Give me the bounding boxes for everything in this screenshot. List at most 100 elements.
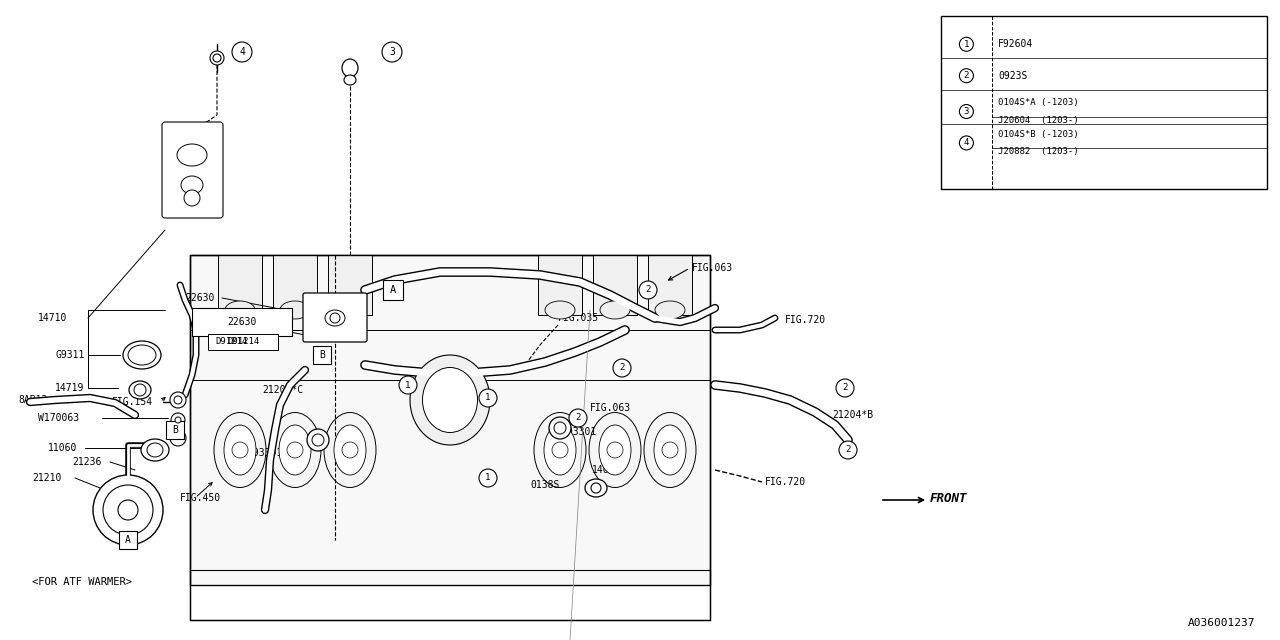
Circle shape bbox=[960, 68, 973, 83]
Text: 3: 3 bbox=[389, 47, 396, 57]
Ellipse shape bbox=[342, 59, 358, 77]
Circle shape bbox=[639, 281, 657, 299]
Circle shape bbox=[960, 37, 973, 51]
Text: 0104S*A (-1203): 0104S*A (-1203) bbox=[998, 99, 1079, 108]
Text: 0104S*B (-1203): 0104S*B (-1203) bbox=[998, 130, 1079, 139]
Ellipse shape bbox=[410, 355, 490, 445]
Circle shape bbox=[175, 417, 180, 423]
Circle shape bbox=[838, 441, 858, 459]
Ellipse shape bbox=[93, 475, 163, 545]
Ellipse shape bbox=[177, 144, 207, 166]
Text: 11060: 11060 bbox=[49, 443, 77, 453]
Ellipse shape bbox=[279, 425, 311, 475]
Circle shape bbox=[312, 434, 324, 446]
Text: 0138S: 0138S bbox=[530, 480, 559, 490]
Text: D91214: D91214 bbox=[227, 337, 259, 346]
Circle shape bbox=[607, 442, 623, 458]
Ellipse shape bbox=[545, 301, 575, 319]
Text: 1: 1 bbox=[406, 381, 411, 390]
Ellipse shape bbox=[325, 310, 346, 326]
Ellipse shape bbox=[102, 485, 154, 535]
Text: 4: 4 bbox=[239, 47, 244, 57]
Ellipse shape bbox=[280, 301, 310, 319]
FancyBboxPatch shape bbox=[538, 255, 582, 315]
Text: FRONT: FRONT bbox=[931, 492, 968, 504]
Text: FIG.154: FIG.154 bbox=[113, 397, 154, 407]
Ellipse shape bbox=[655, 301, 685, 319]
Text: 21204*B: 21204*B bbox=[832, 410, 873, 420]
Circle shape bbox=[836, 379, 854, 397]
Text: D91214: D91214 bbox=[215, 337, 247, 346]
Text: 21236: 21236 bbox=[72, 457, 101, 467]
Text: 0923S: 0923S bbox=[998, 70, 1028, 81]
Circle shape bbox=[232, 442, 248, 458]
Text: FIG.720: FIG.720 bbox=[785, 315, 826, 325]
Text: FIG.063: FIG.063 bbox=[590, 403, 631, 413]
Text: FIG.720: FIG.720 bbox=[765, 477, 806, 487]
FancyBboxPatch shape bbox=[648, 255, 692, 315]
Ellipse shape bbox=[544, 425, 576, 475]
Circle shape bbox=[662, 442, 678, 458]
Ellipse shape bbox=[422, 367, 477, 433]
Circle shape bbox=[118, 500, 138, 520]
Circle shape bbox=[613, 359, 631, 377]
Text: J20604  (1203-): J20604 (1203-) bbox=[998, 116, 1079, 125]
Ellipse shape bbox=[129, 381, 151, 399]
Ellipse shape bbox=[225, 301, 255, 319]
Circle shape bbox=[549, 417, 571, 439]
Ellipse shape bbox=[344, 75, 356, 85]
Text: 2: 2 bbox=[620, 364, 625, 372]
Text: 4: 4 bbox=[964, 138, 969, 147]
Ellipse shape bbox=[123, 341, 161, 369]
Text: 2: 2 bbox=[845, 445, 851, 454]
Circle shape bbox=[554, 422, 566, 434]
Ellipse shape bbox=[214, 413, 266, 488]
Ellipse shape bbox=[147, 443, 163, 457]
Text: 21210: 21210 bbox=[32, 473, 61, 483]
Circle shape bbox=[591, 483, 602, 493]
Text: 2: 2 bbox=[842, 383, 847, 392]
Ellipse shape bbox=[644, 413, 696, 488]
FancyBboxPatch shape bbox=[328, 255, 372, 315]
Text: G93301: G93301 bbox=[248, 448, 283, 458]
Ellipse shape bbox=[180, 176, 204, 194]
Text: 8AB12: 8AB12 bbox=[18, 395, 47, 405]
Circle shape bbox=[330, 313, 340, 323]
Circle shape bbox=[479, 469, 497, 487]
Bar bbox=[941, 16, 1267, 189]
Text: W170063: W170063 bbox=[38, 413, 79, 423]
Text: FIG.450: FIG.450 bbox=[180, 493, 221, 503]
Circle shape bbox=[960, 104, 973, 118]
Text: 3: 3 bbox=[964, 107, 969, 116]
Text: 2: 2 bbox=[964, 71, 969, 80]
Text: 22630: 22630 bbox=[228, 317, 257, 327]
Text: 14050: 14050 bbox=[591, 465, 621, 475]
FancyBboxPatch shape bbox=[273, 255, 317, 315]
Text: G93301: G93301 bbox=[562, 427, 598, 437]
Circle shape bbox=[212, 54, 221, 62]
Ellipse shape bbox=[585, 479, 607, 497]
Text: D91214: D91214 bbox=[220, 323, 255, 333]
Text: 21204*C: 21204*C bbox=[262, 385, 303, 395]
Text: A: A bbox=[125, 535, 131, 545]
Circle shape bbox=[381, 42, 402, 62]
Text: 1: 1 bbox=[485, 394, 490, 403]
Circle shape bbox=[479, 389, 497, 407]
Circle shape bbox=[232, 42, 252, 62]
Text: FIG.035: FIG.035 bbox=[558, 313, 599, 323]
Bar bbox=[166, 421, 184, 439]
Text: 14710: 14710 bbox=[38, 313, 68, 323]
Text: FIG.063: FIG.063 bbox=[692, 263, 733, 273]
Circle shape bbox=[184, 190, 200, 206]
Circle shape bbox=[134, 384, 146, 396]
Circle shape bbox=[170, 392, 186, 408]
Circle shape bbox=[287, 442, 303, 458]
Text: B: B bbox=[172, 425, 178, 435]
Ellipse shape bbox=[534, 413, 586, 488]
Text: <FOR ATF WARMER>: <FOR ATF WARMER> bbox=[32, 577, 132, 587]
FancyBboxPatch shape bbox=[303, 293, 367, 342]
Circle shape bbox=[570, 409, 588, 427]
Circle shape bbox=[170, 430, 186, 446]
FancyBboxPatch shape bbox=[163, 122, 223, 218]
Bar bbox=[119, 531, 137, 549]
